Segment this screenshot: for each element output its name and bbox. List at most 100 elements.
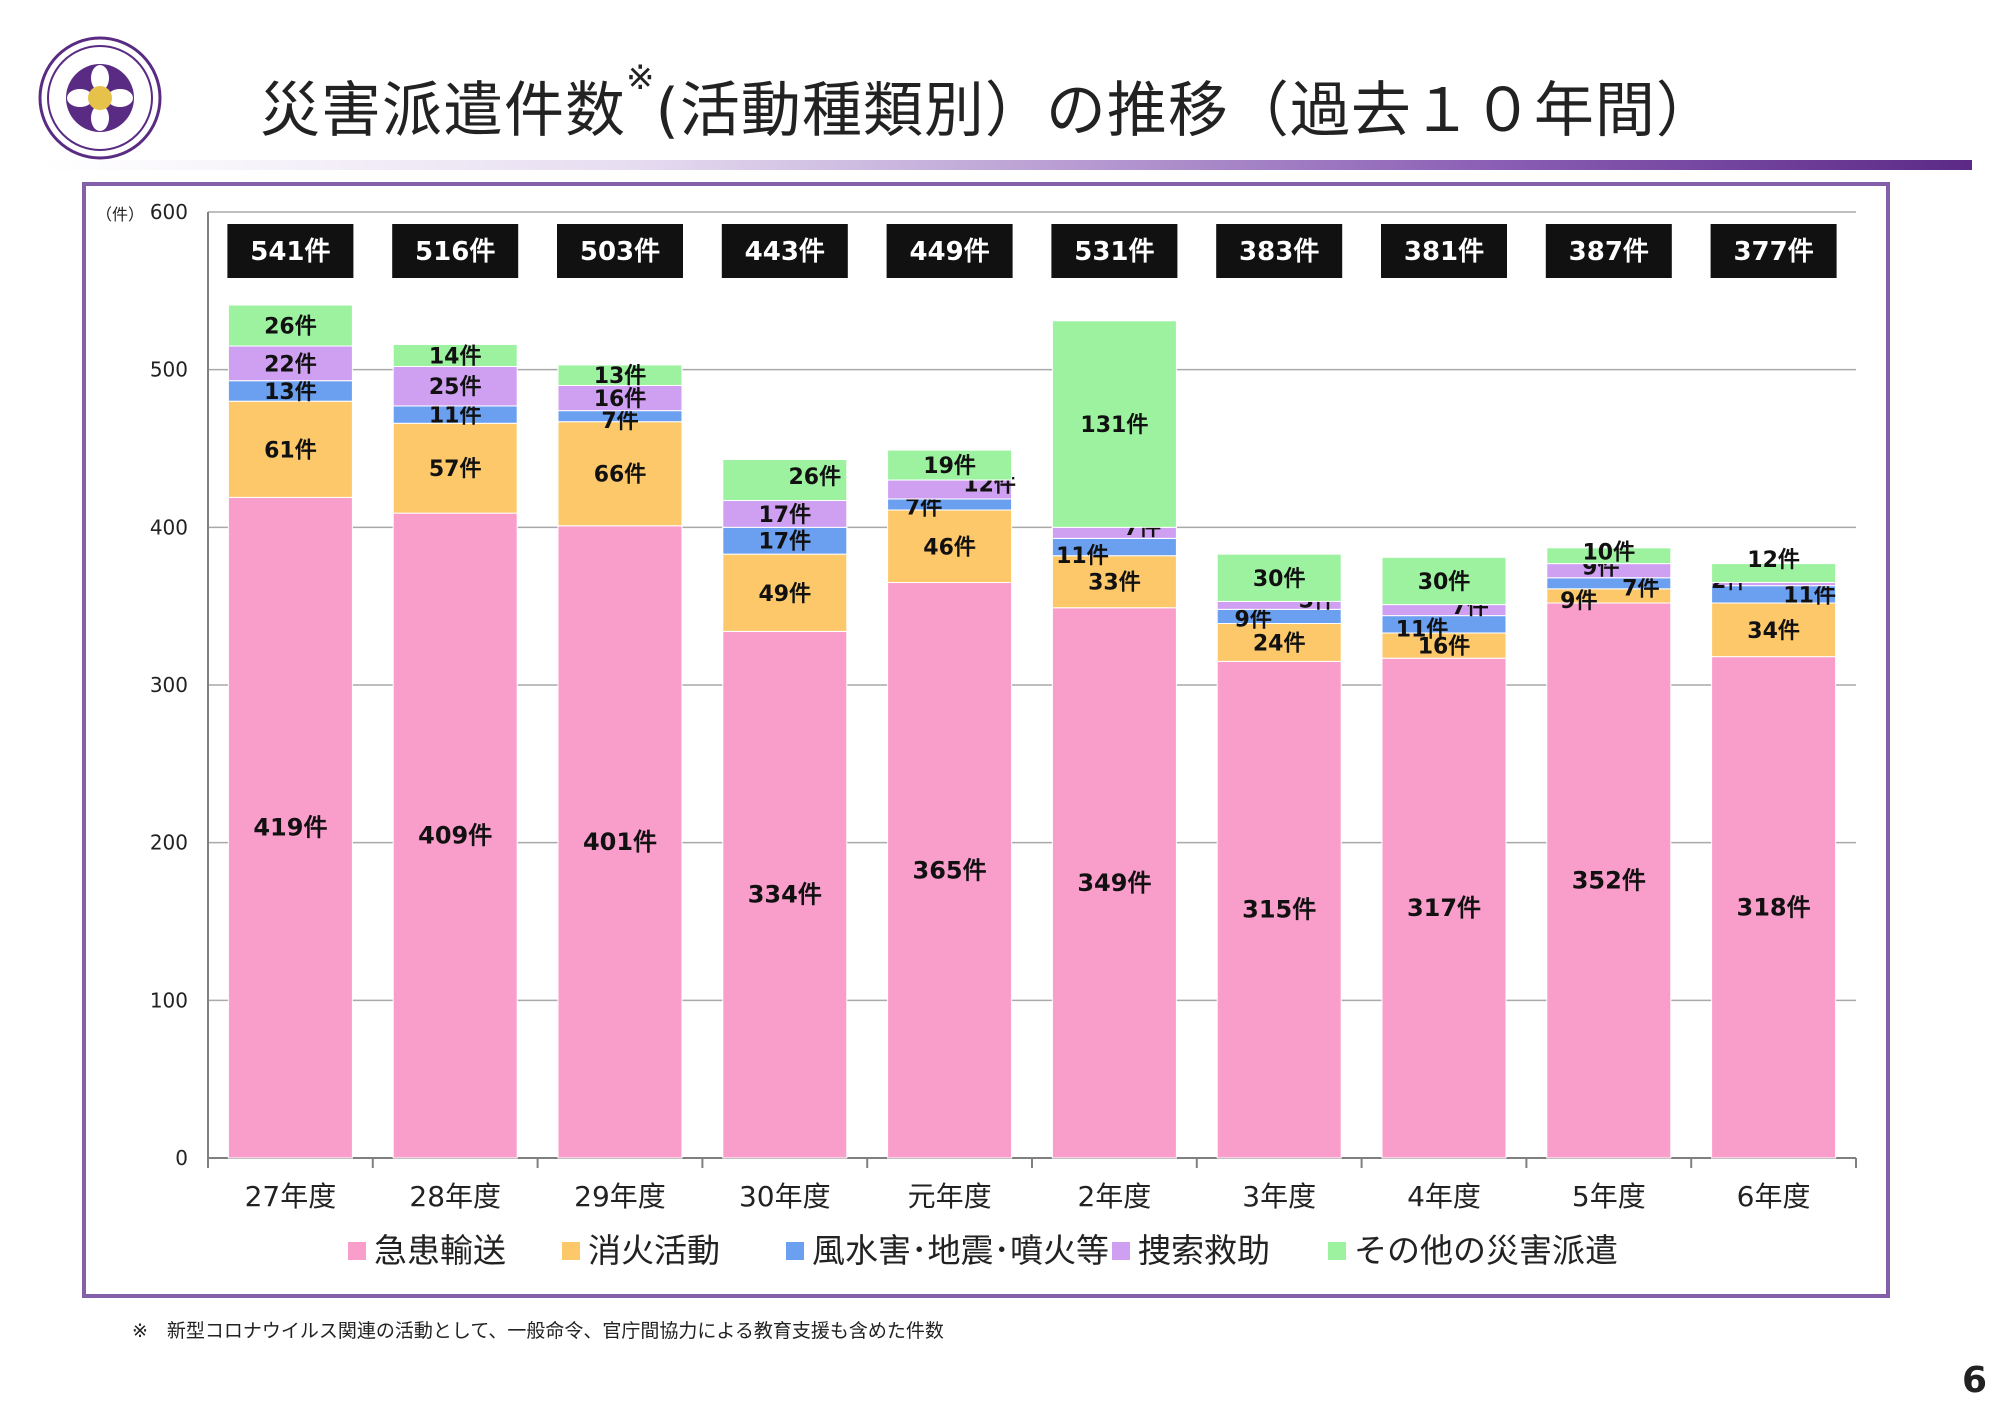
data-label: 61件 [264, 438, 317, 463]
total-label: 503件 [580, 237, 660, 267]
total-label: 381件 [1404, 237, 1484, 267]
data-label: 349件 [1077, 869, 1151, 897]
total-label: 516件 [415, 237, 495, 267]
data-label: 365件 [913, 856, 987, 884]
bar-segment [722, 630, 848, 1159]
bar-segment [1381, 657, 1507, 1159]
bar-segment [1546, 547, 1672, 565]
bar-segment [1381, 556, 1507, 606]
data-label: 13件 [264, 380, 317, 405]
y-tick-label: 200 [150, 831, 188, 855]
bar-segment [227, 345, 353, 382]
data-label: 25件 [429, 375, 482, 400]
bar-segment [392, 343, 518, 368]
data-label: 30件 [1418, 570, 1471, 595]
legend-swatch [1328, 1242, 1346, 1260]
y-tick-label: 300 [150, 673, 188, 697]
x-tick-label: 6年度 [1737, 1180, 1811, 1213]
total-label: 387件 [1569, 237, 1649, 267]
joint-staff-logo [38, 36, 162, 160]
total-box [392, 224, 519, 278]
data-label: 66件 [594, 463, 647, 488]
data-label: 352件 [1572, 867, 1646, 895]
data-label: 26件 [788, 465, 841, 490]
total-box [1381, 224, 1507, 278]
x-tick-label: 27年度 [245, 1180, 337, 1213]
bar-segment [1051, 555, 1177, 609]
x-tick-label: 5年度 [1572, 1180, 1646, 1213]
x-tick-label: 3年度 [1242, 1180, 1316, 1213]
bar-segment [227, 304, 353, 347]
data-label: 131件 [1080, 413, 1148, 438]
bar-segment [1216, 623, 1342, 662]
data-label: 11件 [1783, 583, 1836, 608]
data-label: 9件 [1235, 607, 1272, 632]
data-label: 57件 [429, 457, 482, 482]
legend-label: 急患輸送 [374, 1231, 506, 1270]
bar-segment [887, 449, 1013, 481]
bar-segment [557, 525, 683, 1159]
data-label: 334件 [748, 881, 822, 909]
total-label: 443件 [745, 237, 825, 267]
data-label: 26件 [264, 315, 317, 340]
total-box [557, 224, 683, 278]
data-label: 22件 [264, 352, 317, 377]
total-label: 531件 [1074, 237, 1154, 267]
data-label: 17件 [758, 530, 811, 555]
total-label: 383件 [1239, 237, 1319, 267]
legend-swatch [786, 1242, 804, 1260]
data-label: 24件 [1253, 631, 1306, 656]
data-label: 16件 [1418, 635, 1471, 660]
data-label: 33件 [1088, 571, 1141, 596]
bar-segment [887, 509, 1013, 584]
y-tick-label: 500 [150, 358, 188, 382]
total-box [1216, 224, 1343, 278]
data-label: 10件 [1582, 541, 1635, 566]
data-label: 30件 [1253, 567, 1306, 592]
legend-label: その他の災害派遣 [1354, 1231, 1618, 1270]
stacked-bar-chart: 0 100 200 300 400 500 600 （件） 419件 61件 13件 22件 26件 54… [96, 200, 1857, 1270]
bar-segment [557, 421, 683, 527]
y-unit-label: （件） [96, 205, 144, 224]
bar-segment [1711, 602, 1837, 658]
data-label: 49件 [758, 582, 811, 607]
page-title: 災害派遣件数※(活動種類別）の推移（過去１０年間） [260, 58, 1717, 146]
data-label: 12件 [1747, 548, 1800, 573]
data-label: 9件 [1560, 589, 1597, 614]
legend-label: 消火活動 [588, 1231, 720, 1270]
data-label: 46件 [923, 535, 976, 560]
chart-frame: 0 100 200 300 400 500 600 （件） 419件 61件 13件 22件 26件 54… [82, 182, 1890, 1298]
bar-segment [227, 400, 353, 498]
title-divider [42, 160, 1972, 170]
bar-segment [722, 526, 848, 555]
data-label: 11件 [429, 404, 482, 429]
data-label: 34件 [1747, 619, 1800, 644]
bar-segment [227, 496, 353, 1159]
x-tick-label: 2年度 [1077, 1180, 1151, 1213]
data-label: 318件 [1737, 893, 1811, 921]
x-tick-label: 29年度 [574, 1180, 666, 1213]
legend-label: 捜索救助 [1138, 1231, 1270, 1270]
total-box [1710, 224, 1837, 278]
bar-segment [392, 512, 518, 1159]
data-label: 17件 [758, 503, 811, 528]
bar-segment [722, 459, 848, 502]
total-label: 541件 [250, 237, 330, 267]
footnote: ※ 新型コロナウイルス関連の活動として、一般命令、官庁間協力による教育支援も含め… [132, 1320, 944, 1342]
y-tick-label: 0 [175, 1146, 188, 1170]
data-label: 19件 [923, 454, 976, 479]
data-label: 11件 [1396, 617, 1449, 642]
bar-segment [887, 582, 1013, 1159]
data-label: 16件 [594, 387, 647, 412]
legend-swatch [562, 1242, 580, 1260]
total-box [721, 224, 848, 278]
bar-segment [1216, 660, 1342, 1159]
x-tick-label: 30年度 [739, 1180, 831, 1213]
bar-segment [557, 364, 683, 386]
y-tick-label: 400 [150, 515, 188, 539]
data-label: 315件 [1242, 896, 1316, 924]
y-tick-label: 600 [150, 200, 188, 224]
y-tick-label: 100 [150, 988, 188, 1012]
data-label: 7件 [1622, 576, 1659, 601]
legend-label: 風水害･地震･噴火等 [812, 1231, 1109, 1270]
